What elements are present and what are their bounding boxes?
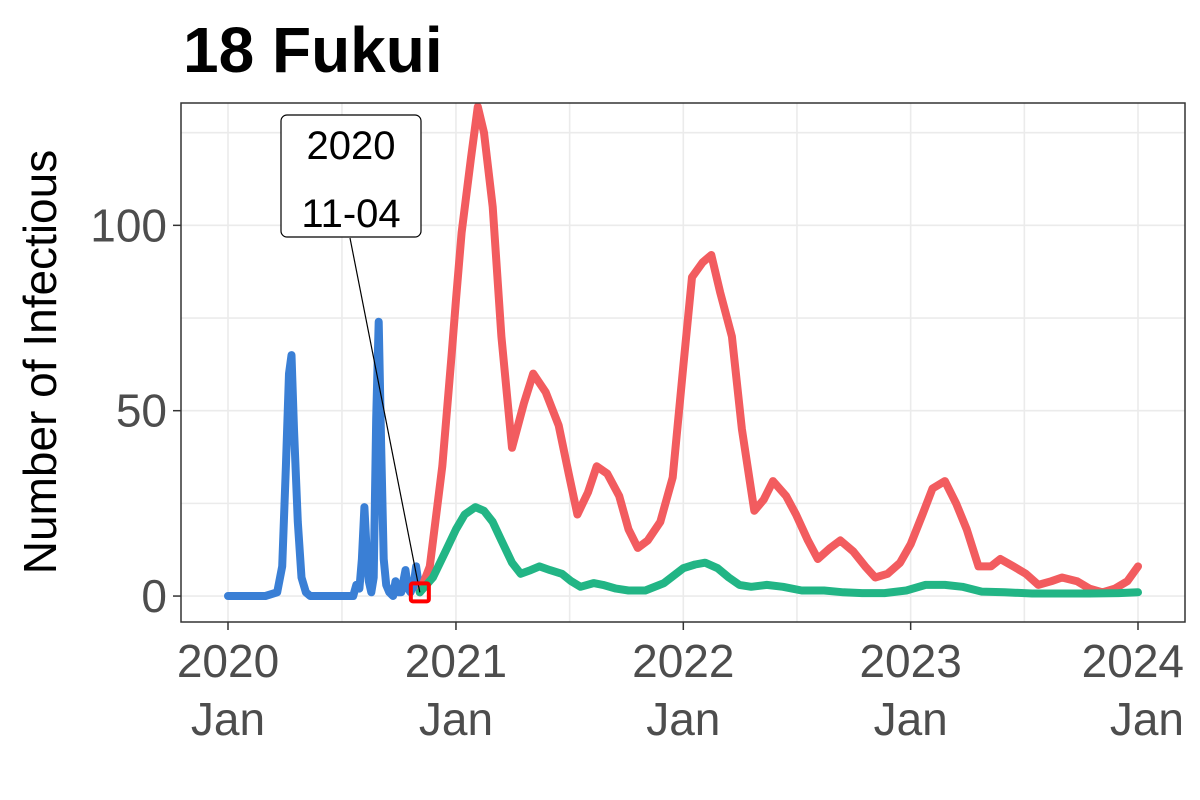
x-axis: 2020 Jan 2021 Jan 2022 Jan 2023 Jan 2024 Jan — [177, 622, 1184, 745]
series-line-3 — [415, 503, 1142, 598]
x-tick-label-month: Jan — [191, 693, 265, 745]
annotation-date: 11-04 — [301, 192, 400, 236]
annotation-box — [280, 114, 422, 238]
x-tick-label-month: Jan — [646, 693, 720, 745]
annotation-marker — [408, 581, 431, 604]
y-tick-label: 100 — [90, 199, 167, 251]
x-tick-label-year: 2023 — [859, 635, 961, 687]
chart-title: 18 Fukui — [183, 14, 443, 86]
x-tick-label-year: 2022 — [632, 635, 734, 687]
x-tick-label-month: Jan — [419, 693, 493, 745]
series-line-2 — [415, 102, 1142, 597]
plot-panel: 2020 11-04 — [180, 102, 1186, 623]
y-tick-label: 0 — [141, 570, 167, 622]
annotation-leader-line — [349, 237, 421, 593]
x-tick-label-year: 2020 — [177, 635, 279, 687]
y-tick-label: 50 — [116, 385, 167, 437]
y-axis-label: Number of Infectious — [14, 150, 66, 574]
annotation-year: 2020 — [307, 124, 396, 168]
x-tick-label-year: 2024 — [1082, 635, 1184, 687]
x-tick-label-month: Jan — [874, 693, 948, 745]
y-axis: 0 50 100 — [90, 199, 181, 622]
annotation: 2020 11-04 — [280, 114, 431, 604]
x-tick-label-year: 2021 — [405, 635, 507, 687]
series-lines — [224, 102, 1142, 600]
x-tick-label-month: Jan — [1110, 693, 1184, 745]
series-line-1 — [224, 317, 424, 600]
